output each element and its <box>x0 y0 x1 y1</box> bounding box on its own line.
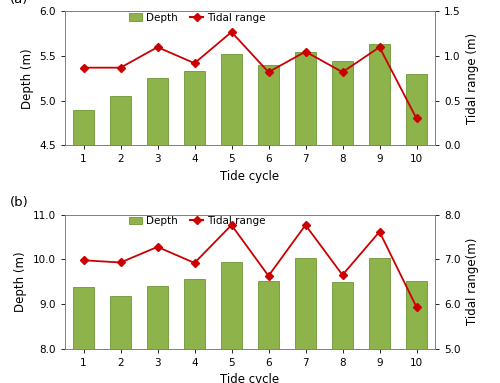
Tidal range <box>80 258 86 263</box>
Tidal range <box>266 70 272 74</box>
Y-axis label: Depth (m): Depth (m) <box>21 48 34 109</box>
Tidal range <box>302 49 308 54</box>
Bar <box>110 96 130 145</box>
Bar <box>370 259 390 349</box>
Tidal range <box>228 223 234 228</box>
Bar <box>148 79 168 145</box>
Text: (a): (a) <box>10 0 28 6</box>
Tidal range <box>266 273 272 278</box>
Tidal range <box>228 30 234 34</box>
Bar <box>74 288 94 349</box>
Y-axis label: Tidal range (m): Tidal range (m) <box>466 33 479 124</box>
Bar <box>406 281 426 349</box>
Text: (b): (b) <box>10 196 28 210</box>
Tidal range <box>414 116 420 121</box>
Tidal range <box>80 65 86 70</box>
Bar <box>370 44 390 145</box>
Tidal range <box>376 229 382 234</box>
Legend: Depth, Tidal range: Depth, Tidal range <box>125 212 270 230</box>
Bar <box>148 286 168 349</box>
Tidal range <box>340 273 345 277</box>
Bar <box>184 71 204 145</box>
Tidal range <box>414 305 420 309</box>
Tidal range <box>118 65 124 70</box>
Bar <box>296 258 316 349</box>
X-axis label: Tide cycle: Tide cycle <box>220 373 280 383</box>
Bar <box>332 282 352 349</box>
Tidal range <box>118 260 124 265</box>
Tidal range <box>192 61 198 65</box>
Tidal range <box>154 245 160 249</box>
X-axis label: Tide cycle: Tide cycle <box>220 170 280 183</box>
Bar <box>406 74 426 145</box>
Bar <box>222 262 242 349</box>
Y-axis label: Depth (m): Depth (m) <box>14 251 28 312</box>
Tidal range <box>154 45 160 49</box>
Bar <box>74 110 94 145</box>
Bar <box>184 280 204 349</box>
Tidal range <box>302 223 308 228</box>
Line: Tidal range: Tidal range <box>80 29 419 121</box>
Bar <box>258 281 278 349</box>
Bar <box>110 296 130 349</box>
Tidal range <box>340 70 345 74</box>
Tidal range <box>192 261 198 265</box>
Tidal range <box>376 45 382 49</box>
Bar <box>296 52 316 145</box>
Y-axis label: Tidal range(m): Tidal range(m) <box>466 238 479 325</box>
Line: Tidal range: Tidal range <box>80 222 419 310</box>
Bar <box>258 65 278 145</box>
Bar <box>222 54 242 145</box>
Bar <box>332 61 352 145</box>
Legend: Depth, Tidal range: Depth, Tidal range <box>125 8 270 27</box>
